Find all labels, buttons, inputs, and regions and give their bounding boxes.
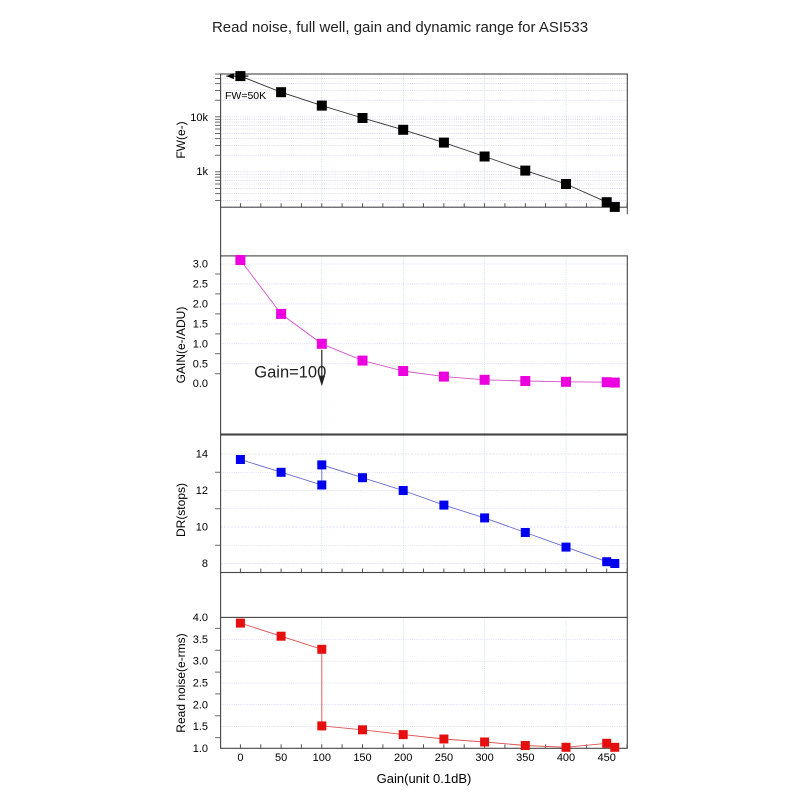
svg-text:0.5: 0.5 (193, 358, 208, 370)
svg-text:2.0: 2.0 (193, 699, 208, 711)
svg-text:0: 0 (237, 752, 243, 764)
svg-text:12: 12 (196, 485, 208, 497)
svg-text:150: 150 (353, 752, 371, 764)
svg-text:1k: 1k (196, 166, 208, 178)
svg-text:FW=50K: FW=50K (225, 90, 266, 102)
svg-text:10k: 10k (190, 112, 208, 124)
svg-text:14: 14 (196, 449, 208, 461)
svg-text:4.0: 4.0 (193, 612, 208, 624)
svg-text:350: 350 (516, 752, 534, 764)
svg-text:3.0: 3.0 (193, 259, 208, 271)
svg-text:1.5: 1.5 (193, 318, 208, 330)
svg-text:200: 200 (394, 752, 412, 764)
svg-text:2.5: 2.5 (193, 278, 208, 290)
svg-text:0.0: 0.0 (193, 378, 208, 390)
svg-text:300: 300 (475, 752, 493, 764)
svg-text:3.0: 3.0 (193, 656, 208, 668)
svg-text:3.5: 3.5 (193, 634, 208, 646)
svg-text:1.0: 1.0 (193, 743, 208, 755)
svg-text:Read noise(e-rms): Read noise(e-rms) (174, 633, 188, 732)
svg-text:8: 8 (202, 558, 208, 570)
svg-text:Gain(unit 0.1dB): Gain(unit 0.1dB) (377, 771, 472, 786)
svg-text:2.5: 2.5 (193, 678, 208, 690)
svg-text:DR(stops): DR(stops) (174, 483, 188, 537)
svg-text:100: 100 (313, 752, 331, 764)
svg-text:GAIN(e-/ADU): GAIN(e-/ADU) (174, 307, 188, 384)
svg-text:1.5: 1.5 (193, 721, 208, 733)
svg-text:450: 450 (598, 752, 616, 764)
svg-text:1.0: 1.0 (193, 338, 208, 350)
svg-text:250: 250 (435, 752, 453, 764)
svg-text:10: 10 (196, 522, 208, 534)
svg-text:2.0: 2.0 (193, 298, 208, 310)
svg-text:400: 400 (557, 752, 575, 764)
svg-text:Gain=100: Gain=100 (254, 364, 326, 382)
svg-text:50: 50 (275, 752, 287, 764)
svg-text:FW(e-): FW(e-) (174, 121, 188, 158)
